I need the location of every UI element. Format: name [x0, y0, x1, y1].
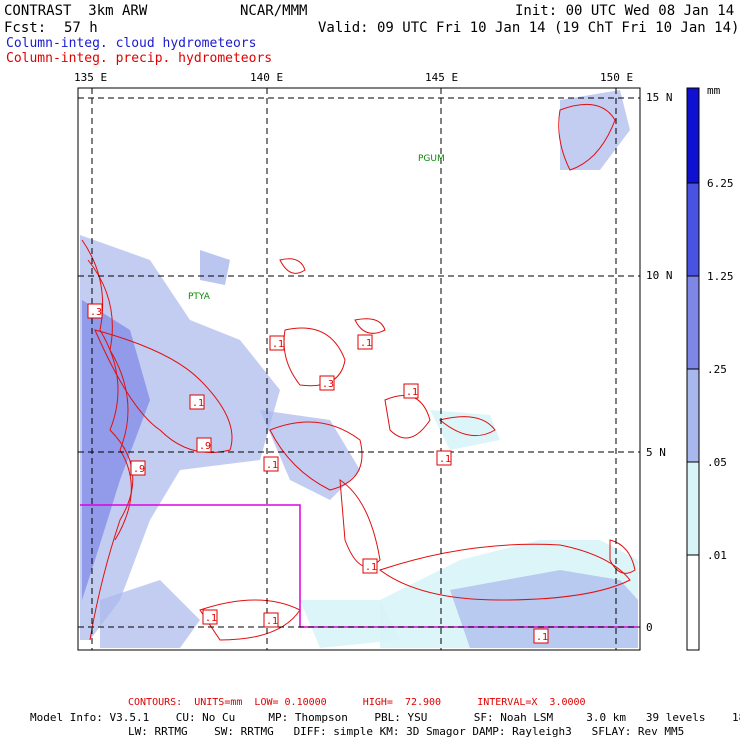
contour-label: .1: [406, 387, 418, 398]
colorbar-tick: .05: [707, 456, 727, 469]
colorbar-segment: [686, 275, 700, 370]
lat-label: 10 N: [646, 269, 673, 282]
precip-field-legend: Column-integ. precip. hydrometeors: [6, 51, 273, 66]
colorbar-segment: [686, 182, 700, 277]
lat-label: 5 N: [646, 446, 666, 459]
model-info-line2: LW: RRTMG SW: RRTMG DIFF: simple KM: 3D …: [128, 725, 685, 738]
colorbar-tick: 6.25: [707, 177, 734, 190]
place-label-ptya: PTYA: [188, 292, 211, 302]
lat-label: 0: [646, 621, 653, 634]
colorbar-segment: [686, 87, 700, 184]
contour-label: .1: [439, 454, 451, 465]
colorbar: [686, 87, 700, 651]
cloud-shading: [80, 90, 638, 648]
contour-label: .1: [266, 460, 278, 471]
contour-label: .1: [536, 632, 548, 643]
init-time: Init: 00 UTC Wed 08 Jan 14: [515, 3, 735, 19]
contour-label: .1: [360, 338, 372, 349]
contour-info: CONTOURS: UNITS=mm LOW= 0.10000 HIGH= 72…: [128, 697, 586, 708]
contour-label: .1: [205, 613, 217, 624]
model-info-line1: Model Info: V3.5.1 CU: No Cu MP: Thompso…: [30, 711, 740, 724]
colorbar-tick: 1.25: [707, 270, 734, 283]
colorbar-tick: .01: [707, 549, 727, 562]
org-label: NCAR/MMM: [240, 3, 308, 19]
cloud-field-legend: Column-integ. cloud hydrometeors: [6, 36, 257, 51]
contour-label: .1: [365, 562, 377, 573]
contour-label: .1: [192, 398, 204, 409]
colorbar-unit: mm: [707, 84, 721, 97]
lon-label: 140 E: [250, 71, 284, 84]
model-title: CONTRAST 3km ARW: [4, 3, 148, 19]
place-label-pgum: PGUM: [418, 154, 445, 164]
contour-label: .9: [199, 441, 211, 452]
lon-label: 145 E: [425, 71, 459, 84]
contour-label: .3: [90, 307, 102, 318]
fcst-label: Fcst:: [4, 20, 47, 36]
contour-label: .1: [272, 339, 284, 350]
contour-label: .9: [133, 464, 145, 475]
lat-lon-grid: [78, 88, 640, 650]
contour-label: .1: [266, 616, 278, 627]
fcst-value: 57 h: [64, 20, 98, 36]
colorbar-segment: [686, 368, 700, 463]
lon-label: 135 E: [74, 71, 108, 84]
map-frame: [77, 87, 641, 651]
colorbar-segment: [686, 461, 700, 556]
colorbar-tick: .25: [707, 363, 727, 376]
valid-time: Valid: 09 UTC Fri 10 Jan 14 (19 ChT Fri …: [318, 20, 740, 36]
lat-label: 15 N: [646, 91, 673, 104]
lon-label: 150 E: [600, 71, 634, 84]
colorbar-segment: [686, 554, 700, 651]
contour-label: .3: [322, 379, 334, 390]
